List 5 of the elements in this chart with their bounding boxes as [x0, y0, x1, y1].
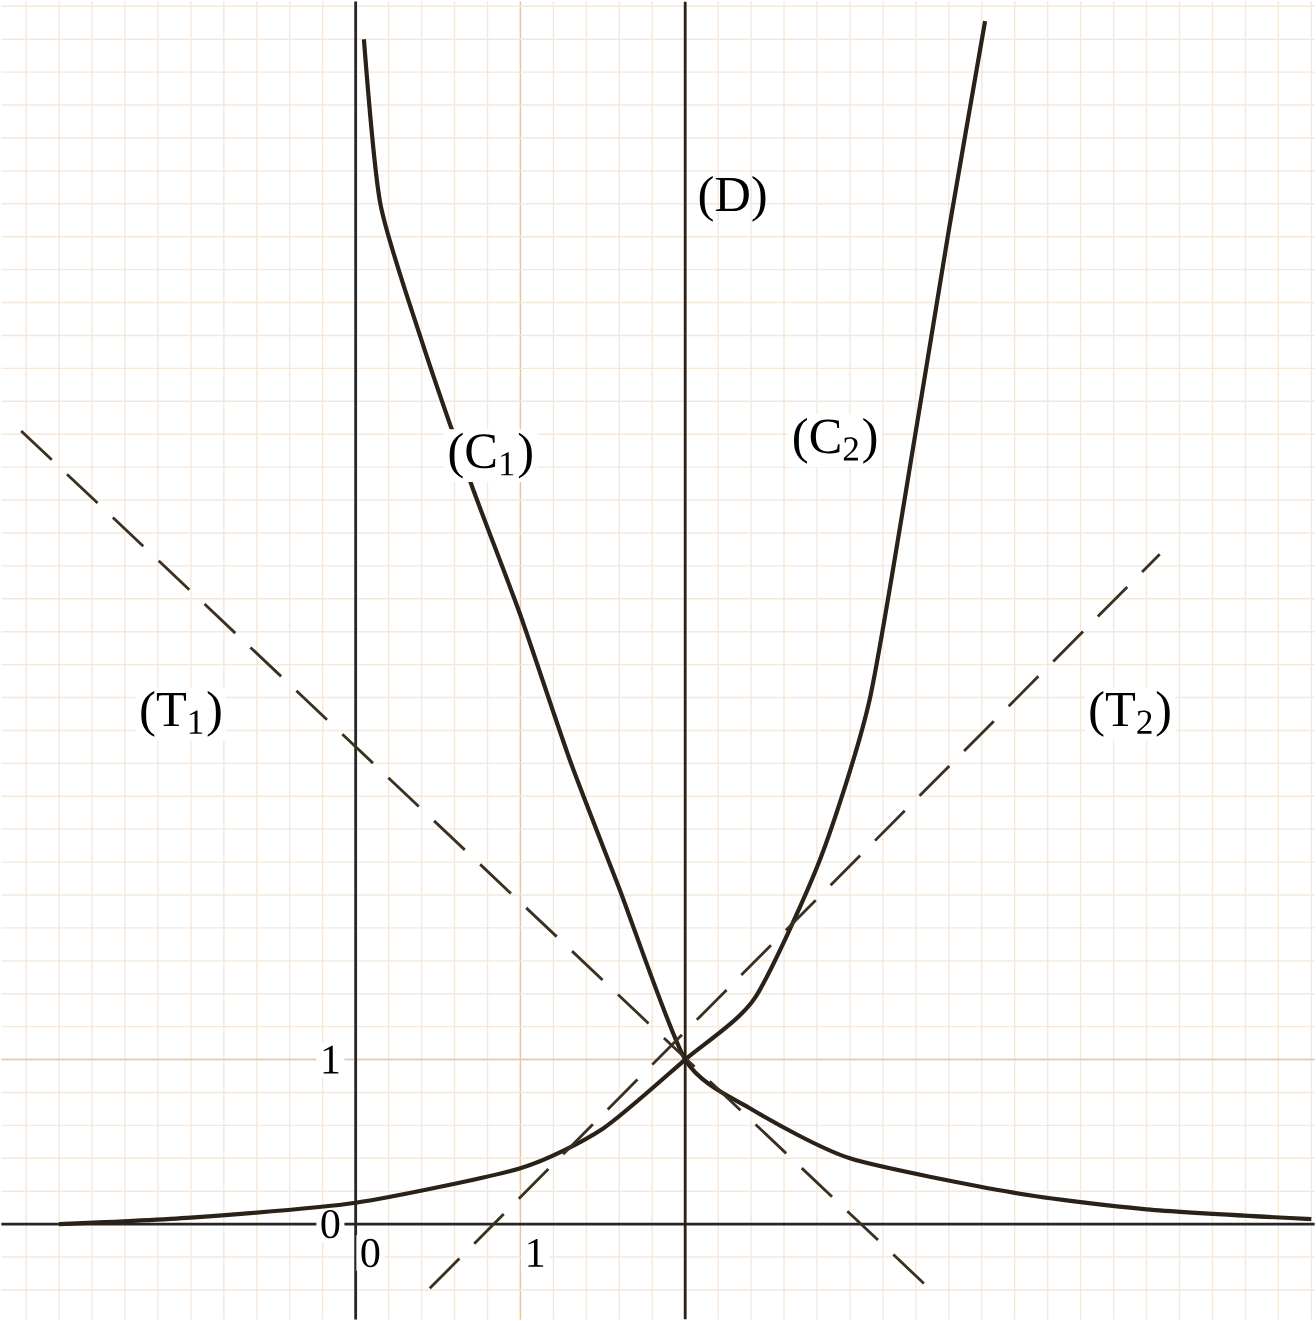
series-label: (T$_{2}$) — [1090, 691, 1170, 737]
series-label: (T$_{1}$) — [141, 691, 221, 737]
ref-line-label: (D) — [699, 175, 766, 222]
series-label: (C$_{2}$) — [794, 417, 877, 464]
series-label: (C$_{1}$) — [449, 432, 532, 479]
